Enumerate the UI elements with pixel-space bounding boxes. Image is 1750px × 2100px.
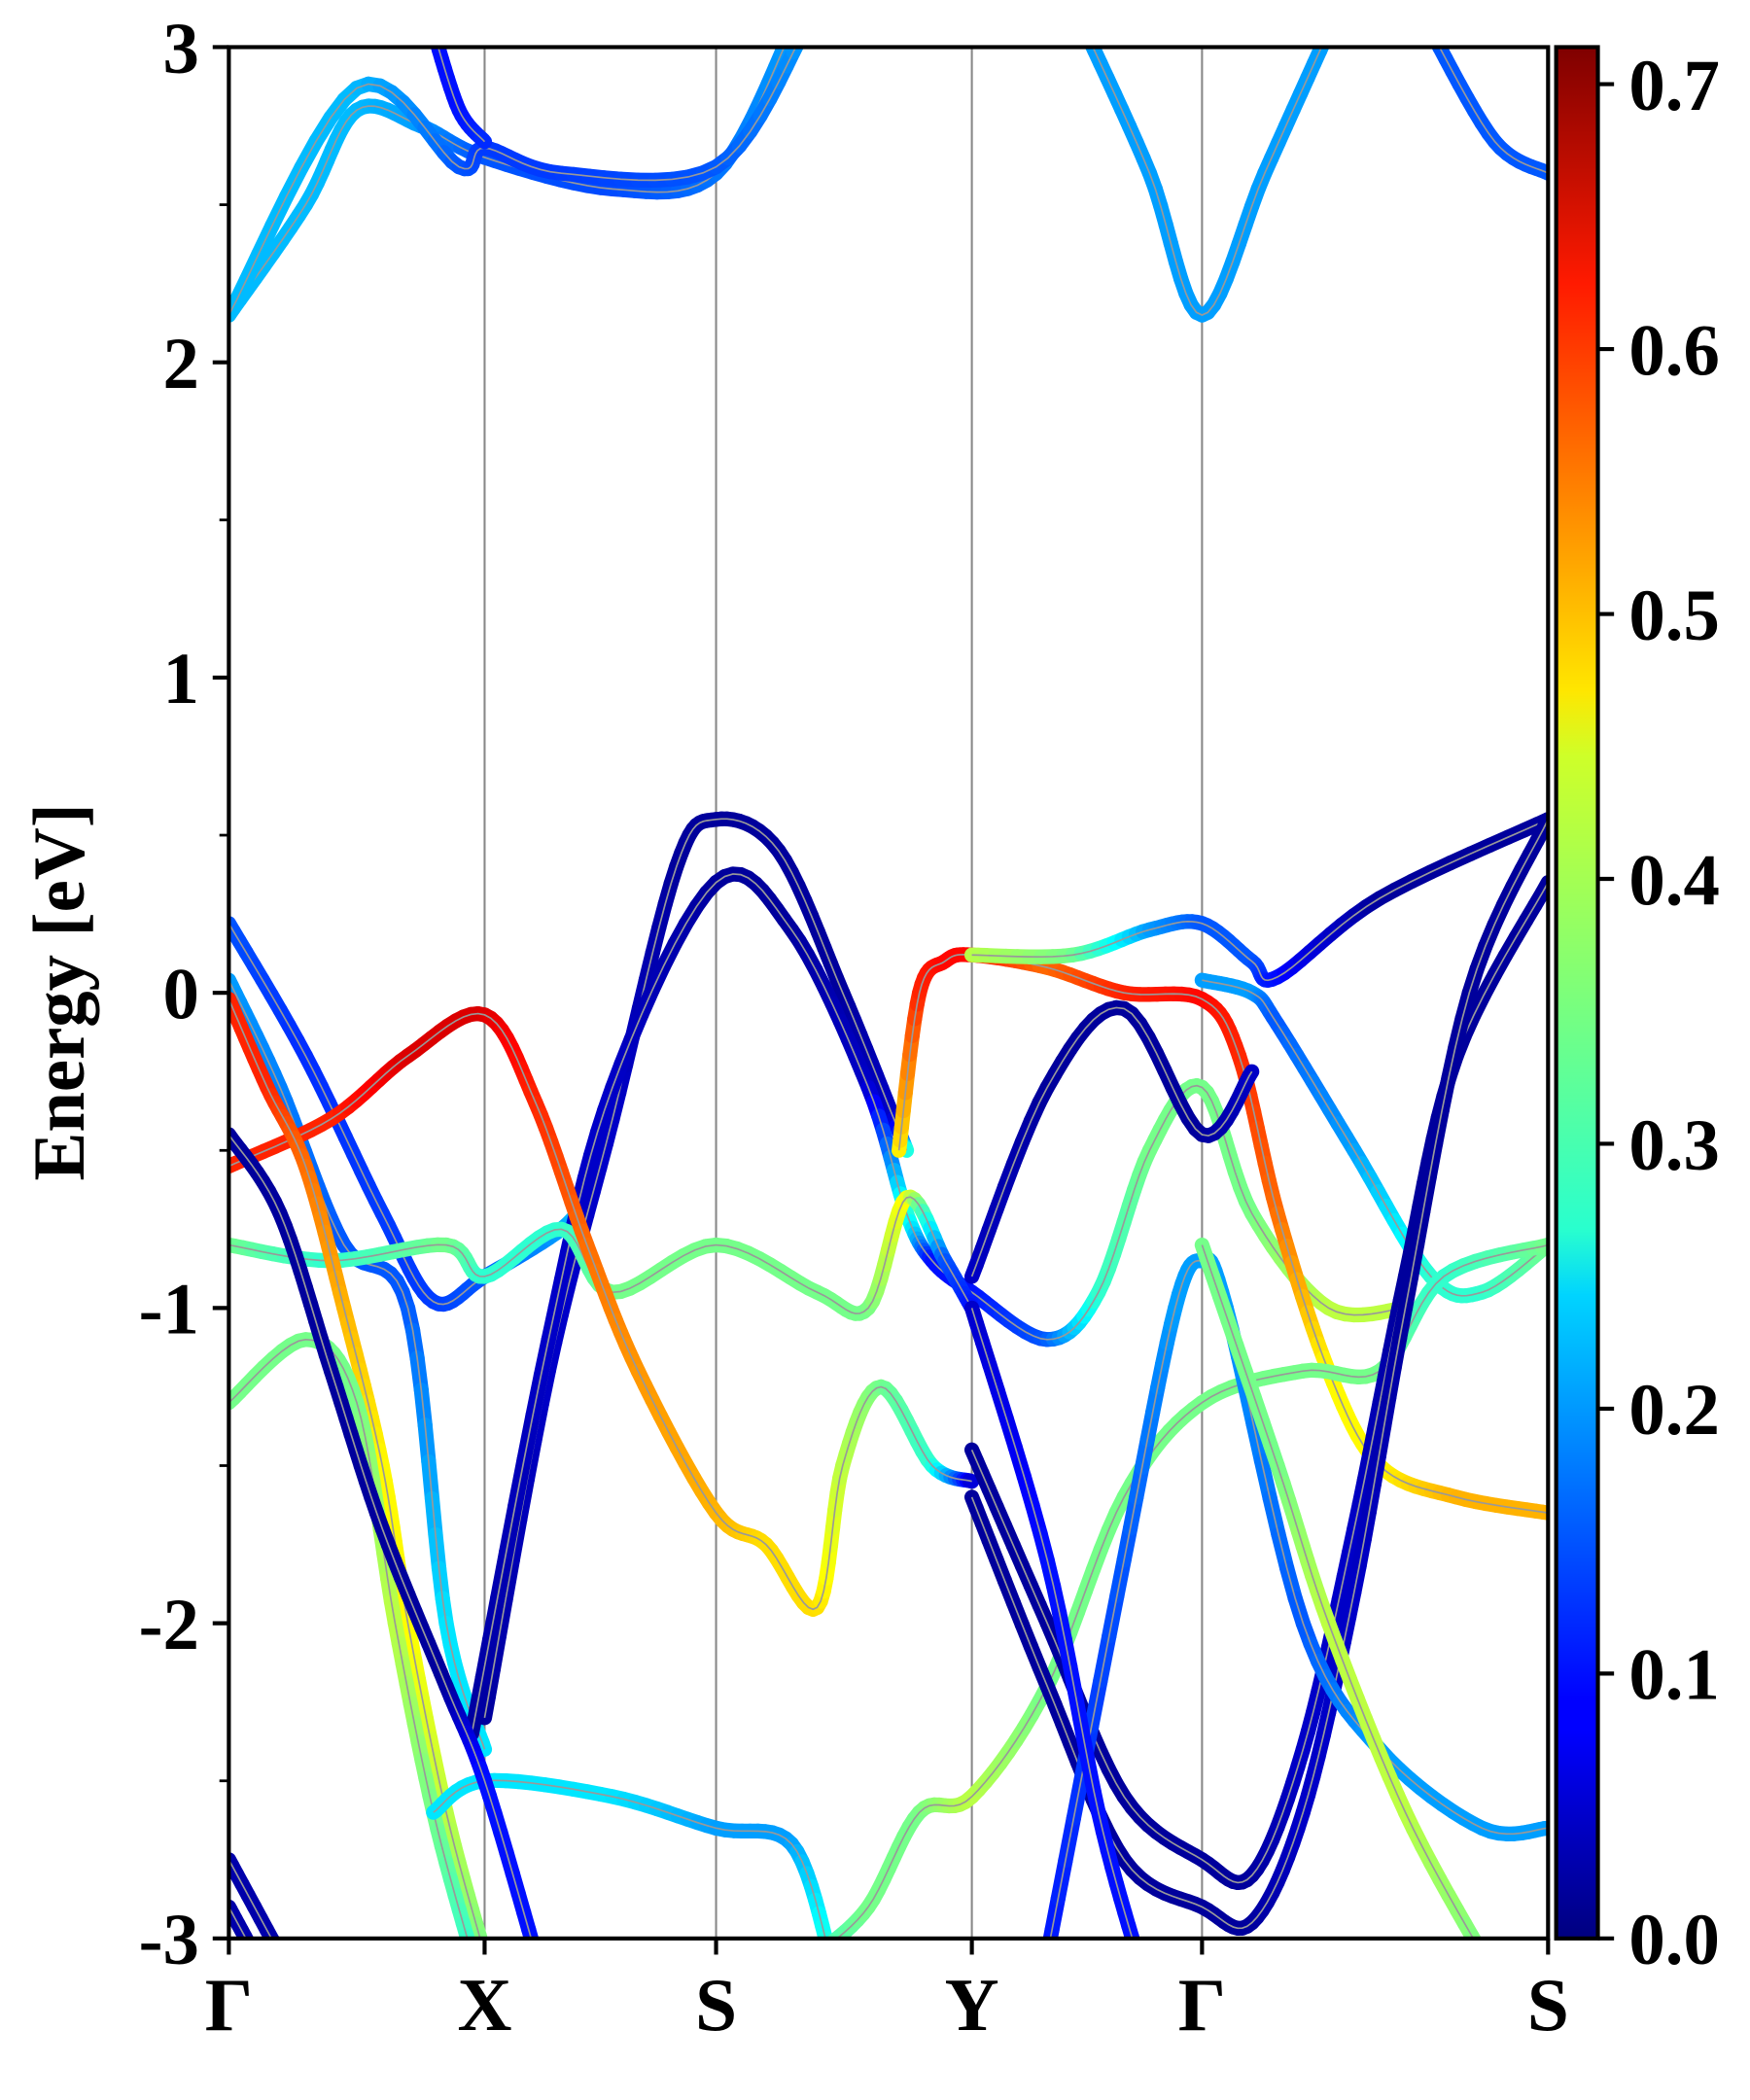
band-segment bbox=[1135, 1946, 1137, 1954]
band-segment bbox=[784, 47, 790, 49]
band-segment bbox=[827, 1947, 829, 1954]
x-tick-label: Y bbox=[945, 1963, 999, 2047]
band-centerline bbox=[1092, 47, 1323, 316]
band-centerline bbox=[971, 819, 1549, 982]
band-segment bbox=[1478, 1946, 1483, 1954]
band-centerline bbox=[437, 47, 486, 143]
band-segment bbox=[251, 1947, 253, 1951]
bands bbox=[228, 31, 1549, 1954]
y-tick-label: 2 bbox=[163, 324, 199, 404]
band-2 bbox=[430, 31, 493, 150]
band-segment bbox=[527, 1936, 539, 1939]
y-axis: -3 -2 -1 0 1 2 3 bbox=[139, 9, 229, 1980]
colorbar-tick-label: 0.3 bbox=[1628, 1105, 1719, 1186]
y-axis-label: Energy [eV] bbox=[19, 803, 100, 1180]
colorbar bbox=[1554, 45, 1600, 1941]
band-segment bbox=[264, 1932, 280, 1939]
band-segment bbox=[241, 1934, 255, 1939]
band-segment bbox=[817, 1951, 820, 1954]
band-centerline bbox=[228, 1907, 247, 1939]
band-16 bbox=[426, 1772, 833, 1954]
band-centerline bbox=[970, 1308, 1134, 1939]
band-centerline bbox=[228, 979, 486, 1750]
y-tick-label: -1 bbox=[139, 1270, 199, 1350]
colorbar-tick-label: 0.7 bbox=[1628, 46, 1719, 126]
band-centerline bbox=[228, 1012, 972, 1611]
band-segment bbox=[470, 1946, 472, 1954]
x-tick-label: X bbox=[457, 1963, 511, 2047]
band-segment bbox=[1324, 47, 1326, 48]
y-tick-label: -3 bbox=[139, 1900, 199, 1980]
band-segment bbox=[1431, 31, 1435, 38]
band-centerline bbox=[228, 1196, 973, 1314]
band-centerline bbox=[483, 818, 908, 1719]
band-3 bbox=[1084, 47, 1330, 323]
band-centerline bbox=[228, 1859, 273, 1939]
colorbar-axis: 0.0 0.1 0.2 0.3 0.4 0.5 0.6 0.7 bbox=[1597, 46, 1720, 1980]
band-25 bbox=[1194, 1237, 1483, 1954]
band-centerline bbox=[970, 1006, 1253, 1278]
band-segment bbox=[797, 47, 802, 48]
band-segment bbox=[431, 47, 443, 51]
band-segment bbox=[1088, 47, 1091, 48]
band-segment bbox=[434, 31, 436, 36]
band-centerline bbox=[228, 998, 481, 1939]
x-tick-label: S bbox=[695, 1963, 737, 2047]
colorbar-tick-label: 0.2 bbox=[1628, 1370, 1719, 1451]
band-centerline bbox=[228, 1134, 533, 1939]
colorbar-tick-label: 0.5 bbox=[1628, 576, 1719, 656]
band-10 bbox=[963, 812, 1549, 988]
colorbar-tick-label: 0.6 bbox=[1628, 310, 1719, 391]
colorbar-tick-label: 0.0 bbox=[1628, 1900, 1719, 1980]
band-segment bbox=[277, 1948, 280, 1954]
band-centerline bbox=[228, 47, 786, 316]
x-tick-label: Γ bbox=[205, 1963, 253, 2047]
y-tick-label: -2 bbox=[139, 1585, 199, 1665]
band-centerline bbox=[1438, 47, 1549, 174]
y-tick-label: 3 bbox=[163, 9, 199, 89]
band-23 bbox=[963, 999, 1260, 1284]
x-tick-label: Γ bbox=[1178, 1963, 1226, 2047]
band-7 bbox=[476, 811, 915, 1726]
band-17 bbox=[817, 1237, 1549, 1954]
band-26 bbox=[963, 1300, 1140, 1954]
colorbar-tick-label: 0.1 bbox=[1628, 1635, 1719, 1716]
band-centerline bbox=[1201, 1244, 1475, 1939]
band-14 bbox=[228, 992, 488, 1939]
band-9 bbox=[892, 947, 1549, 1521]
x-tick-label: S bbox=[1527, 1963, 1569, 2047]
band-segment bbox=[824, 1933, 841, 1939]
band-segment bbox=[821, 1948, 824, 1951]
band-segment bbox=[824, 1937, 832, 1939]
band-centerline bbox=[433, 1779, 826, 1939]
band-segment bbox=[253, 1951, 255, 1954]
y-tick-label: 0 bbox=[163, 954, 199, 1034]
band-4 bbox=[1431, 31, 1549, 181]
band-centerline bbox=[1202, 979, 1549, 1297]
band-13 bbox=[228, 1005, 980, 1617]
y-tick-label: 1 bbox=[163, 639, 199, 719]
colorbar-tick-label: 0.4 bbox=[1628, 840, 1719, 921]
